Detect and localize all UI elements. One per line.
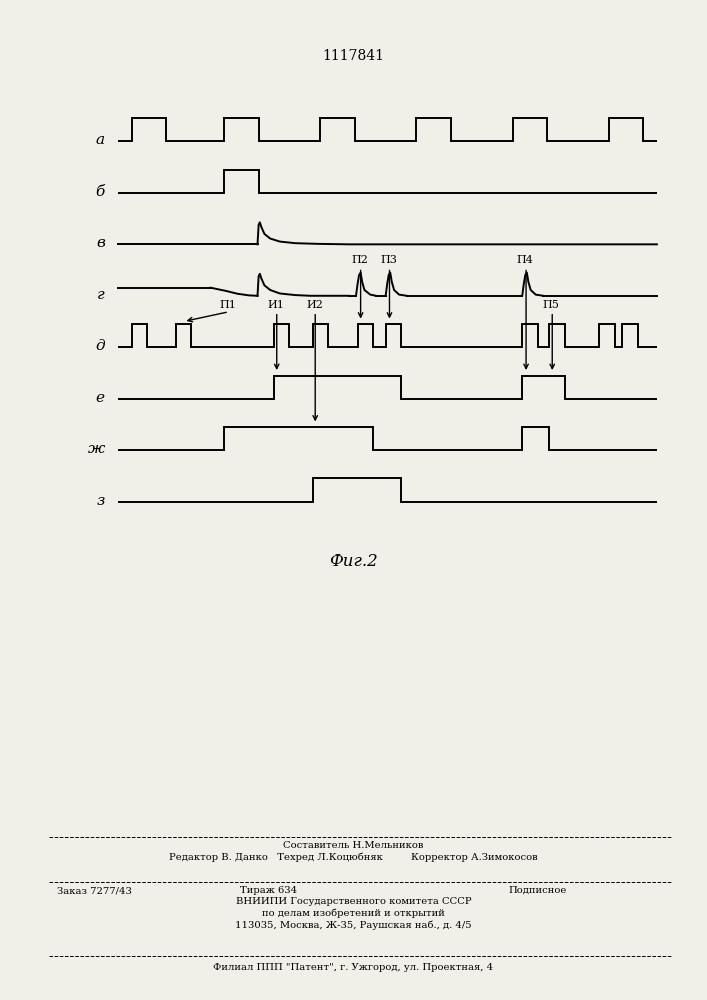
Text: 1117841: 1117841	[322, 49, 385, 63]
Text: г: г	[97, 288, 105, 302]
Text: П3: П3	[380, 255, 397, 265]
Text: Фиг.2: Фиг.2	[329, 554, 378, 570]
Text: Филиал ППП "Патент", г. Ужгород, ул. Проектная, 4: Филиал ППП "Патент", г. Ужгород, ул. Про…	[214, 963, 493, 972]
Text: Составитель Н.Мельников: Составитель Н.Мельников	[284, 841, 423, 850]
Text: П5: П5	[543, 300, 559, 310]
Text: б: б	[95, 185, 105, 199]
Text: д: д	[95, 339, 105, 353]
Text: в: в	[96, 236, 105, 250]
Text: Тираж 634: Тираж 634	[240, 886, 297, 895]
Text: П4: П4	[517, 255, 534, 265]
Text: ж: ж	[88, 442, 105, 456]
Text: а: а	[95, 133, 105, 147]
Text: з: з	[96, 494, 105, 508]
Text: ВНИИПИ Государственного комитета СССР: ВНИИПИ Государственного комитета СССР	[235, 897, 472, 906]
Text: Редактор В. Данко   Техред Л.Коцюбняк         Корректор А.Зимокосов: Редактор В. Данко Техред Л.Коцюбняк Корр…	[169, 852, 538, 862]
Text: Подписное: Подписное	[508, 886, 566, 895]
Text: по делам изобретений и открытий: по делам изобретений и открытий	[262, 908, 445, 918]
Text: П2: П2	[351, 255, 368, 265]
Text: И2: И2	[306, 300, 323, 310]
Text: Заказ 7277/43: Заказ 7277/43	[57, 886, 132, 895]
Text: 113035, Москва, Ж-35, Раушская наб., д. 4/5: 113035, Москва, Ж-35, Раушская наб., д. …	[235, 920, 472, 930]
Text: И1: И1	[267, 300, 284, 310]
Text: П1: П1	[219, 300, 236, 310]
Text: е: е	[95, 391, 105, 405]
